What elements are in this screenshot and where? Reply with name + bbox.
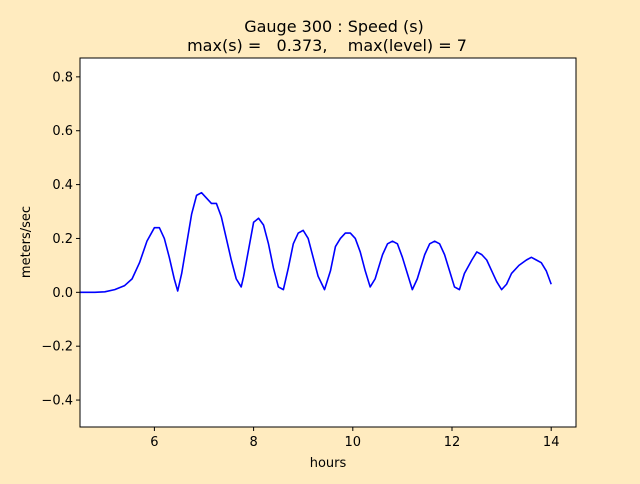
x-tick-label: 6 [150, 435, 158, 450]
chart-title-line2: max(s) = 0.373, max(level) = 7 [187, 36, 467, 55]
y-tick-label: 0.4 [52, 178, 73, 193]
x-axis-ticks: 6 8 10 12 14 [150, 427, 559, 450]
chart-title-line1: Gauge 300 : Speed (s) [244, 17, 424, 36]
x-tick-label: 8 [249, 435, 257, 450]
y-tick-label: 0.6 [52, 124, 73, 139]
y-axis-ticks: −0.4 −0.2 0.0 0.2 0.4 0.6 0.8 [41, 70, 80, 409]
x-tick-label: 14 [543, 435, 560, 450]
y-tick-label: 0.2 [52, 232, 73, 247]
y-tick-label: −0.4 [41, 394, 73, 409]
x-tick-label: 12 [444, 435, 461, 450]
plot-frame [79, 57, 577, 428]
y-tick-label: 0.0 [52, 286, 73, 301]
y-tick-label: 0.8 [52, 70, 73, 85]
x-axis-label: hours [310, 456, 347, 471]
series-line-0 [80, 191, 552, 294]
plot-area [80, 58, 576, 427]
x-tick-label: 10 [345, 435, 362, 450]
y-axis-label: meters/sec [19, 206, 34, 278]
series-layer [80, 191, 552, 294]
y-tick-label: −0.2 [41, 340, 73, 355]
